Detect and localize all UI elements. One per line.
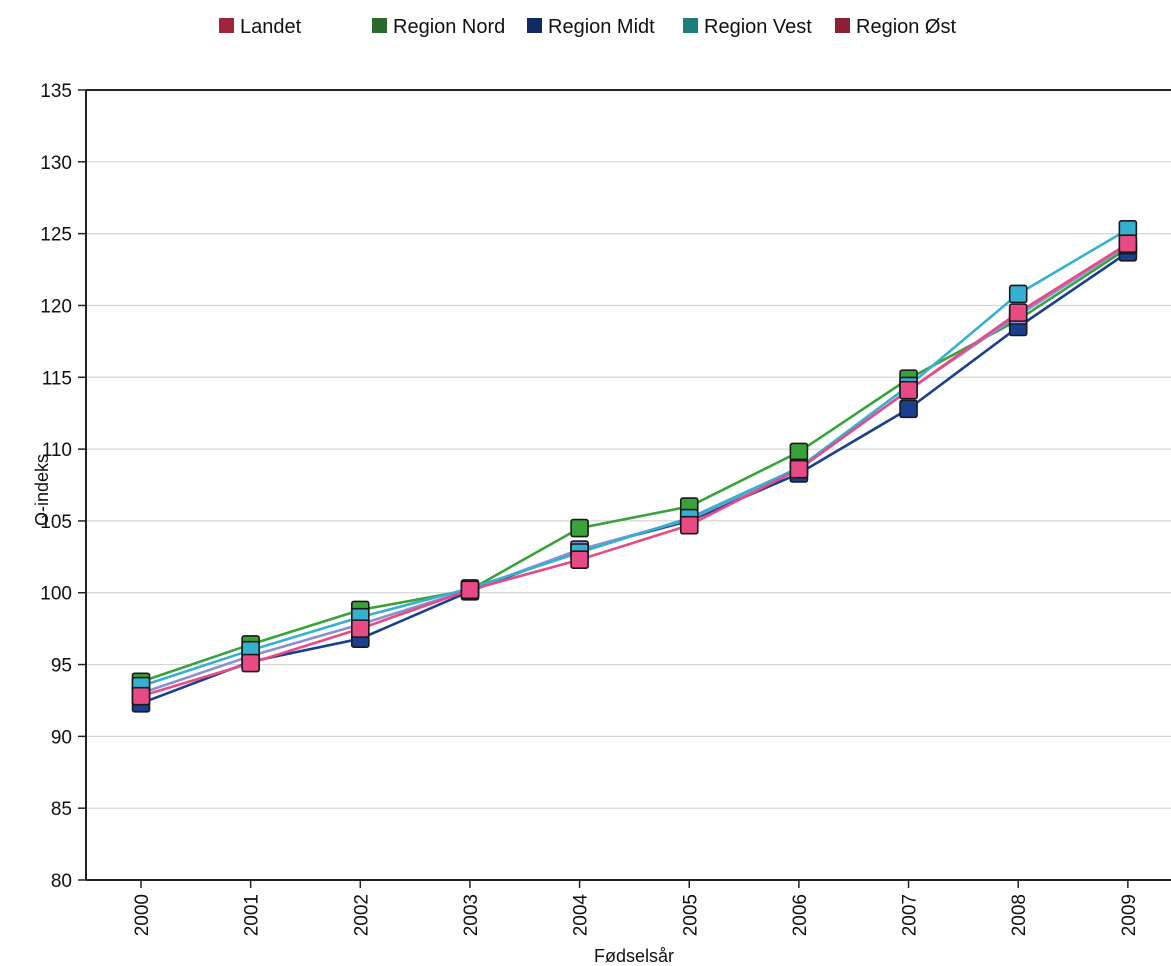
legend-label: Landet <box>240 16 302 38</box>
y-axis-title: O-indeks <box>32 454 52 526</box>
series-layer <box>131 220 1138 713</box>
data-point <box>131 686 151 706</box>
data-point <box>241 653 260 673</box>
data-point <box>789 459 809 479</box>
data-point <box>570 518 589 538</box>
y-tick-label: 115 <box>42 368 72 389</box>
x-tick-label: 2007 <box>900 894 921 936</box>
y-tick-label: 110 <box>42 440 72 461</box>
series-line-3 <box>140 228 1129 688</box>
series-line-0 <box>140 246 1129 684</box>
data-point <box>1118 234 1138 253</box>
y-tick-label: 80 <box>51 871 72 892</box>
data-point <box>899 380 918 400</box>
legend-label: Region Nord <box>393 16 505 38</box>
legend-label: Region Midt <box>548 16 655 38</box>
series-line-1 <box>140 251 1129 705</box>
x-tick-label: 2000 <box>132 894 153 936</box>
x-tick-label: 2003 <box>461 894 482 936</box>
data-point <box>899 399 918 419</box>
x-tick-label: 2001 <box>242 894 263 936</box>
y-tick-label: 135 <box>40 81 72 102</box>
x-tick-label: 2009 <box>1119 894 1140 936</box>
legend-swatch <box>372 18 387 33</box>
y-tick-label: 90 <box>51 727 72 748</box>
legend-label: Region Øst <box>856 16 956 38</box>
series-line-4 <box>140 242 1129 698</box>
y-tick-label: 130 <box>40 153 72 174</box>
legend-swatch <box>835 18 850 33</box>
legend-swatch <box>219 18 234 33</box>
y-tick-label: 95 <box>51 656 72 677</box>
data-point <box>570 550 589 569</box>
legend-swatch <box>527 18 542 33</box>
axes: 80 85 90 95 100 105 110 115 120 125 130 135 2000 2001… <box>40 81 1171 936</box>
data-point <box>1008 284 1028 304</box>
data-point <box>1008 303 1028 322</box>
x-tick-label: 2008 <box>1009 894 1030 936</box>
x-tick-label: 2004 <box>571 894 592 937</box>
legend-swatch <box>683 18 698 33</box>
data-point <box>350 619 370 638</box>
x-tick-label: 2006 <box>790 894 811 936</box>
grid <box>86 89 1171 809</box>
legend: Landet Region Nord Region Midt Region Vest R… <box>219 16 956 38</box>
y-tick-label: 125 <box>40 225 72 246</box>
data-point <box>789 442 809 462</box>
y-tick-label: 85 <box>51 799 72 820</box>
x-axis-title: Fødselsår <box>594 946 674 966</box>
axis-labels: O-indeks Fødselsår <box>32 454 674 966</box>
x-tick-label: 2005 <box>680 894 701 936</box>
y-tick-label: 120 <box>40 296 72 317</box>
data-point <box>679 515 699 535</box>
x-tick-label: 2002 <box>351 894 372 936</box>
legend-label: Region Vest <box>704 16 812 38</box>
y-tick-label: 105 <box>40 512 72 533</box>
data-point <box>460 580 480 600</box>
y-tick-label: 100 <box>40 584 72 605</box>
series-line-2 <box>140 244 1129 695</box>
